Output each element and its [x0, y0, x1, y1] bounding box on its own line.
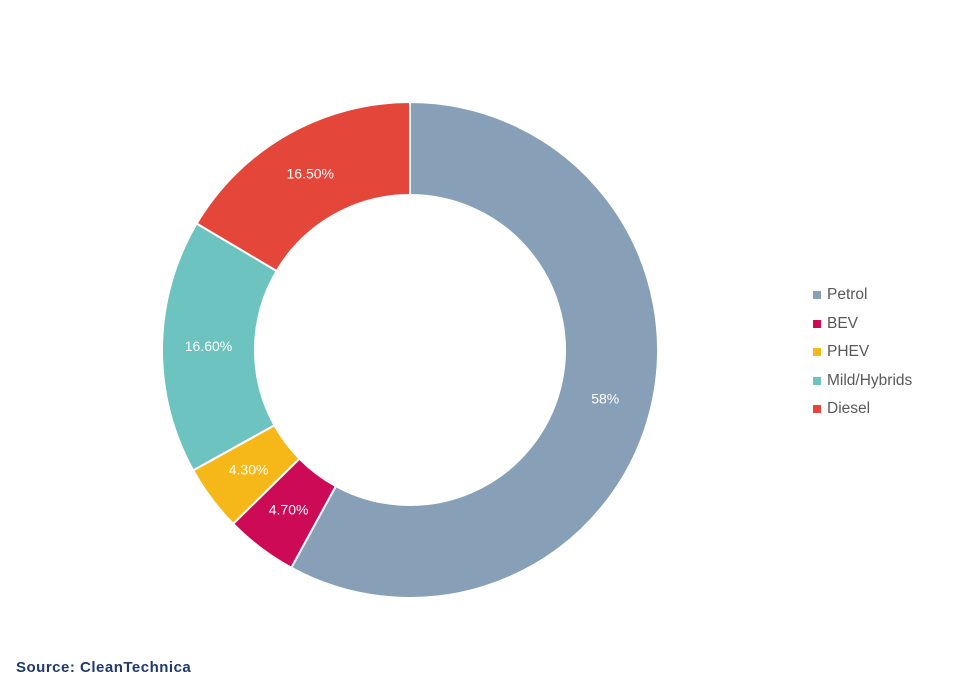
- data-label-diesel: 16.50%: [287, 166, 334, 182]
- legend-item: Petrol: [813, 281, 912, 310]
- legend-label: Petrol: [827, 286, 868, 304]
- legend-swatch: [813, 319, 821, 328]
- legend-swatch: [813, 376, 821, 385]
- chart-data-labels: 58% 4.70% 4.30% 16.60% 16.50%: [185, 166, 619, 518]
- legend-label: Diesel: [827, 400, 871, 418]
- chart-legend: Petrol BEV PHEV Mild/Hybrids Diesel: [813, 281, 912, 424]
- chart-slices: [161, 100, 659, 599]
- slice-diesel: [195, 100, 411, 273]
- legend-item: Diesel: [813, 395, 912, 424]
- source-note: Source: CleanTechnica: [16, 659, 192, 676]
- legend-item: BEV: [813, 310, 912, 339]
- data-label-bev: 4.70%: [269, 502, 309, 518]
- legend-swatch: [813, 405, 821, 414]
- legend-label: Mild/Hybrids: [827, 371, 913, 389]
- legend-item: PHEV: [813, 338, 912, 367]
- data-label-phev: 4.30%: [229, 461, 269, 477]
- slice-petrol: [289, 100, 659, 599]
- legend-label: PHEV: [827, 343, 870, 361]
- data-label-petrol: 58%: [591, 390, 619, 406]
- legend-swatch: [813, 348, 821, 357]
- legend-item: Mild/Hybrids: [813, 367, 912, 396]
- data-label-mild-hybrids: 16.60%: [185, 338, 232, 354]
- legend-swatch: [813, 291, 821, 300]
- legend-label: BEV: [827, 314, 859, 332]
